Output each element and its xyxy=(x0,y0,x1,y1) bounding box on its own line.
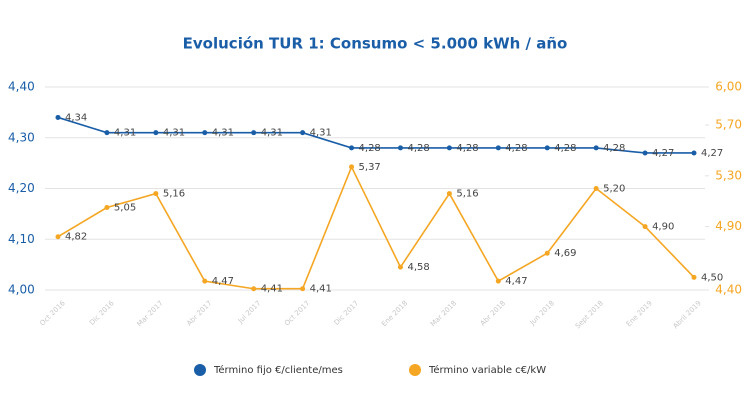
data-point xyxy=(642,224,648,230)
data-point xyxy=(544,145,550,151)
x-tick-label: Dic 2016 xyxy=(88,299,116,327)
data-label: 4,31 xyxy=(212,128,234,139)
data-label: 4,27 xyxy=(701,148,723,159)
data-label: 5,05 xyxy=(114,203,136,214)
x-tick-label: Jul 2017 xyxy=(236,299,263,326)
y-tick-label: 4,40 xyxy=(8,80,35,94)
data-point xyxy=(251,286,257,292)
data-point xyxy=(104,130,110,136)
data-point xyxy=(153,130,159,136)
data-point xyxy=(642,150,648,156)
data-label: 4,34 xyxy=(65,112,87,123)
data-point xyxy=(593,186,599,191)
x-tick-label: Abril 2019 xyxy=(672,299,703,330)
y2-tick-label: 4,90 xyxy=(715,219,742,233)
data-label: 4,28 xyxy=(505,143,527,154)
data-point xyxy=(202,278,208,284)
data-point xyxy=(251,130,257,136)
x-tick-label: Abr 2018 xyxy=(479,299,507,327)
data-label: 4,69 xyxy=(554,248,576,259)
data-label: 4,82 xyxy=(65,232,87,243)
data-point xyxy=(349,145,355,151)
x-tick-label: Oct 2016 xyxy=(38,299,67,328)
x-tick-label: Ene 2019 xyxy=(625,299,654,328)
data-label: 4,28 xyxy=(554,143,576,154)
data-point xyxy=(593,145,599,151)
x-tick-label: Jun 2018 xyxy=(528,299,556,327)
x-tick-label: Ene 2018 xyxy=(380,299,409,328)
y2-tick-label: 6,00 xyxy=(715,80,742,94)
y-tick-label: 4,30 xyxy=(8,130,35,144)
x-tick-label: Abr 2017 xyxy=(185,299,213,327)
series-line xyxy=(57,116,694,154)
data-point xyxy=(202,130,208,136)
data-label: 4,31 xyxy=(310,128,332,139)
y2-tick-label: 5,30 xyxy=(715,168,742,182)
data-point xyxy=(495,278,501,284)
data-label: 4,41 xyxy=(310,284,332,295)
data-point xyxy=(55,114,61,120)
data-point xyxy=(397,264,403,270)
chart-title: Evolución TUR 1: Consumo < 5.000 kWh / a… xyxy=(183,35,568,53)
x-tick-label: Mar 2018 xyxy=(429,299,458,328)
data-point xyxy=(104,205,110,211)
data-point xyxy=(446,191,452,197)
x-tick-label: Oct 2017 xyxy=(283,299,311,327)
data-label: 4,28 xyxy=(456,143,478,154)
y2-tick-label: 4,40 xyxy=(715,283,742,297)
x-tick-label: Sept 2018 xyxy=(574,299,605,330)
data-label: 4,90 xyxy=(652,222,674,233)
legend-label: Término variable c€/kW xyxy=(428,364,546,376)
data-point xyxy=(446,145,452,151)
legend-label: Término fijo €/cliente/mes xyxy=(213,364,343,376)
y-tick-label: 4,10 xyxy=(8,232,35,246)
data-point xyxy=(544,250,550,256)
series-line xyxy=(57,164,695,290)
data-point xyxy=(300,286,306,292)
data-point xyxy=(691,150,697,156)
data-point xyxy=(300,130,306,136)
data-label: 4,47 xyxy=(212,276,234,287)
y-tick-label: 4,00 xyxy=(8,283,35,297)
data-label: 4,28 xyxy=(407,143,429,154)
data-label: 4,31 xyxy=(261,128,283,139)
data-label: 4,27 xyxy=(652,148,674,159)
data-label: 4,50 xyxy=(701,272,723,283)
x-tick-label: Mar 2017 xyxy=(136,299,165,328)
data-point xyxy=(153,191,159,197)
data-label: 4,28 xyxy=(359,143,381,154)
data-label: 4,41 xyxy=(261,284,283,295)
data-point xyxy=(495,145,501,151)
data-point xyxy=(349,164,355,170)
x-tick-label: Dic 2017 xyxy=(333,299,361,327)
legend-marker xyxy=(409,364,421,376)
legend-marker xyxy=(194,364,206,376)
data-label: 5,20 xyxy=(603,184,625,195)
data-label: 5,16 xyxy=(456,189,478,200)
data-point xyxy=(397,145,403,151)
data-label: 4,28 xyxy=(603,143,625,154)
y-tick-label: 4,20 xyxy=(8,181,35,195)
data-label: 5,16 xyxy=(163,189,185,200)
data-label: 4,47 xyxy=(505,276,527,287)
data-label: 4,31 xyxy=(163,128,185,139)
data-label: 4,31 xyxy=(114,128,136,139)
y2-tick-label: 5,70 xyxy=(715,118,742,132)
data-point xyxy=(55,234,61,240)
data-label: 4,58 xyxy=(407,262,429,273)
data-label: 5,37 xyxy=(359,162,381,173)
data-point xyxy=(691,274,697,280)
